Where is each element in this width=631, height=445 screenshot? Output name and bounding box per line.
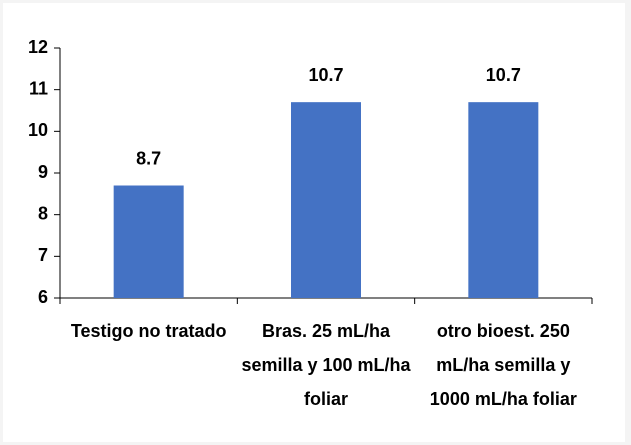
y-tick-label: 6 [38, 287, 48, 307]
x-tick-label: Bras. 25 mL/ha semilla y 100 mL/ha folia… [241, 321, 411, 409]
x-tick-label: Testigo no tratado [70, 321, 227, 341]
data-label: 8.7 [136, 148, 161, 168]
bar [468, 102, 539, 299]
y-tick-label: 7 [38, 245, 48, 265]
x-tick-label: otro bioest. 250 mL/ha semilla y 1000 mL… [429, 321, 577, 409]
y-tick-label: 12 [28, 37, 48, 57]
y-tick-label: 10 [28, 120, 48, 140]
y-tick-label: 9 [38, 162, 48, 182]
y-tick-label: 8 [38, 203, 48, 223]
bar [113, 185, 184, 298]
data-label: 10.7 [486, 65, 521, 85]
bar [291, 102, 361, 299]
y-tick-label: 11 [29, 78, 48, 98]
data-label: 10.7 [308, 65, 343, 85]
